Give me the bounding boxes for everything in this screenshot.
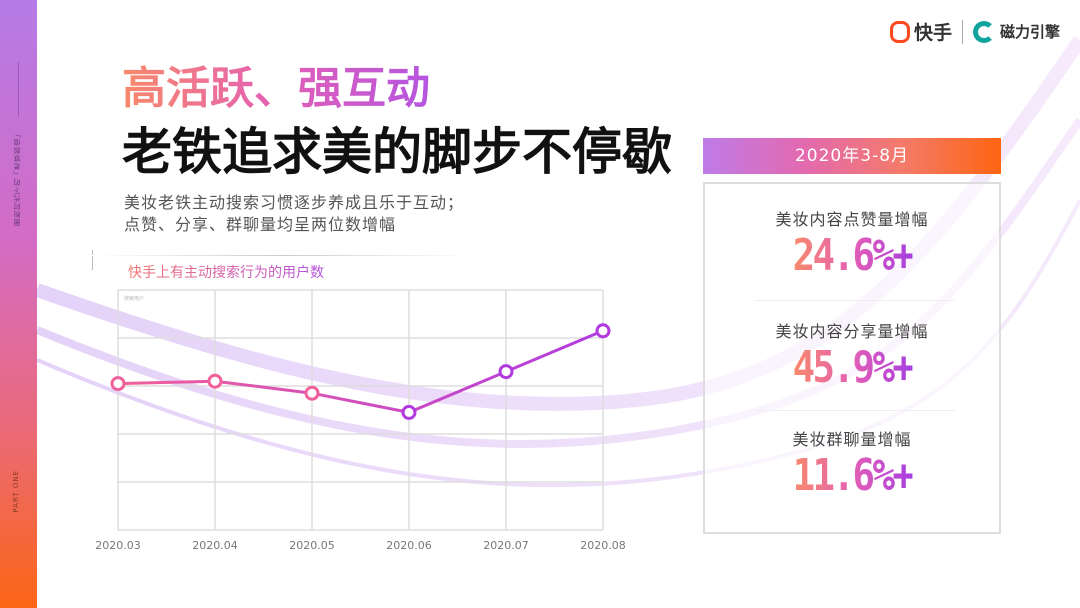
- data-point: [110, 376, 126, 392]
- cili-icon: [972, 20, 995, 43]
- stat-divider: [755, 300, 955, 301]
- stat-shares: 美妆内容分享量增幅 45.9%+: [705, 318, 999, 393]
- cili-logo: 磁力引擎: [972, 20, 1060, 43]
- stat-label: 美妆内容点赞量增幅: [775, 210, 929, 229]
- period-banner: 2020年3-8月: [703, 138, 1001, 174]
- x-tick-label: 2020.07: [483, 539, 529, 552]
- subtitle-line1: 美妆老铁主动搜索习惯逐步养成且乐于互动；: [124, 193, 465, 212]
- stat-likes: 美妆内容点赞量增幅 24.6%+: [705, 206, 999, 281]
- stat-label: 美妆群聊量增幅: [792, 430, 912, 449]
- data-point: [498, 364, 514, 380]
- x-tick-label: 2020.05: [289, 539, 335, 552]
- x-tick-label: 2020.03: [95, 539, 141, 552]
- stat-divider: [755, 410, 955, 411]
- kuaishou-logo: 快手: [889, 18, 952, 45]
- data-point: [207, 373, 223, 389]
- sidebar: 圈粉时代下的「老铁颜值」 PART ONE: [0, 0, 37, 608]
- kuaishou-icon: [889, 20, 910, 43]
- stat-value: 45.9%+: [792, 342, 914, 393]
- chart-title-bar: [92, 250, 93, 270]
- stat-value: 11.6%+: [792, 450, 914, 501]
- data-point: [401, 404, 417, 420]
- chart-title-rule: [92, 255, 472, 256]
- series-line: [117, 329, 604, 414]
- subtitle: 美妆老铁主动搜索习惯逐步养成且乐于互动； 点赞、分享、群聊量均呈两位数增幅: [124, 192, 464, 236]
- data-point: [304, 385, 320, 401]
- x-tick-label: 2020.04: [192, 539, 238, 552]
- chart-legend-note: 搜索用户: [124, 295, 144, 302]
- stat-value: 24.6%+: [792, 230, 914, 281]
- logo-separator: [961, 19, 963, 44]
- stat-group-chats: 美妆群聊量增幅 11.6%+: [705, 426, 999, 501]
- brand-logos: 快手 磁力引擎: [889, 18, 1060, 45]
- chart-title: 快手上有主动搜索行为的用户数: [128, 262, 324, 282]
- stats-card: 美妆内容点赞量增幅 24.6%+ 美妆内容分享量增幅 45.9%+ 美妆群聊量增…: [703, 182, 1001, 534]
- subtitle-line2: 点赞、分享、群聊量均呈两位数增幅: [124, 215, 397, 234]
- cili-text: 磁力引擎: [999, 23, 1060, 41]
- x-tick-label: 2020.08: [580, 539, 626, 552]
- sidebar-divider: [18, 62, 19, 117]
- kuaishou-text: 快手: [913, 22, 952, 44]
- headline-line2: 老铁追求美的脚步不停歇: [122, 123, 672, 181]
- headline-line1: 高活跃、强互动: [122, 52, 430, 116]
- x-tick-label: 2020.06: [386, 539, 432, 552]
- stat-label: 美妆内容分享量增幅: [775, 322, 929, 341]
- data-point: [595, 323, 611, 339]
